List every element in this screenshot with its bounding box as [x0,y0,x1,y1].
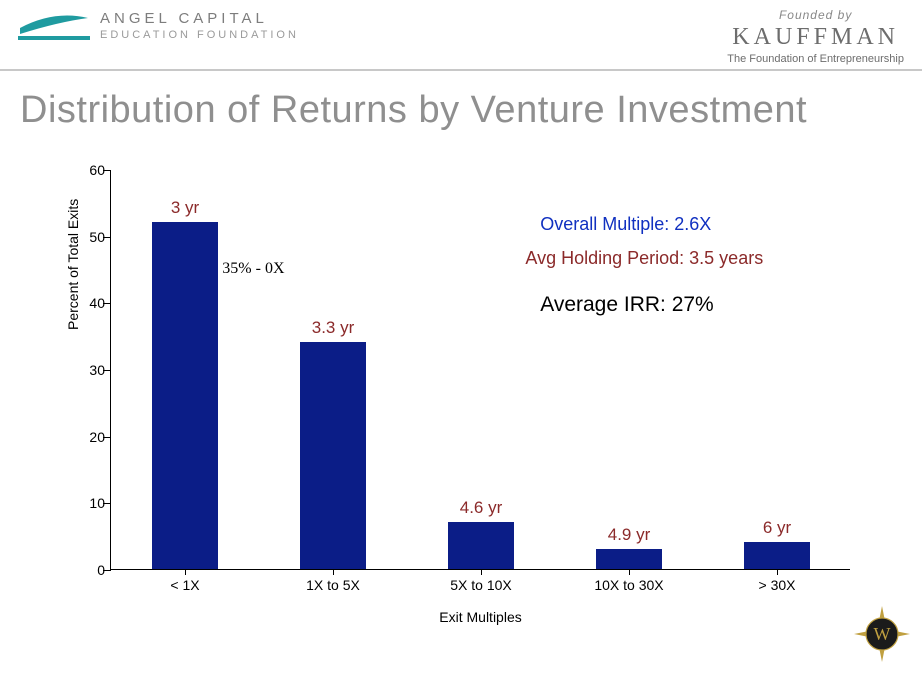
swoosh-icon [18,8,90,42]
bar-top-label: 6 yr [763,518,791,538]
x-tick [185,569,186,575]
logo-angel-capital: ANGEL CAPITAL EDUCATION FOUNDATION [18,8,299,42]
y-tick-label: 30 [77,362,105,378]
compass-icon: W [854,606,910,662]
chart-annotation: Overall Multiple: 2.6X [540,214,711,235]
chart-annotation: Avg Holding Period: 3.5 years [525,248,763,269]
y-tick-label: 20 [77,429,105,445]
svg-text:W: W [874,624,891,644]
x-tick-label: 1X to 5X [306,577,360,593]
y-tick-label: 50 [77,229,105,245]
chart: Percent of Total Exits Exit Multiples 01… [60,160,860,630]
bar-top-label: 3.3 yr [312,318,355,338]
y-tick-label: 40 [77,295,105,311]
slide-title: Distribution of Returns by Venture Inves… [0,71,922,142]
x-tick-label: > 30X [759,577,796,593]
kauffman-name: KAUFFMAN [727,24,904,51]
header: ANGEL CAPITAL EDUCATION FOUNDATION Found… [0,0,922,71]
founded-by: Founded by [727,8,904,22]
y-tick-label: 60 [77,162,105,178]
bar [448,522,515,569]
logo-line1: ANGEL CAPITAL [100,10,299,27]
x-tick [333,569,334,575]
x-tick-label: < 1X [170,577,199,593]
x-tick [777,569,778,575]
x-tick-label: 5X to 10X [450,577,512,593]
x-tick-label: 10X to 30X [594,577,663,593]
bar-top-label: 4.6 yr [460,498,503,518]
x-tick [481,569,482,575]
y-tick-label: 0 [77,562,105,578]
bar [152,222,219,569]
logo-line2: EDUCATION FOUNDATION [100,29,299,41]
y-tick-label: 10 [77,495,105,511]
bar-top-label: 3 yr [171,198,199,218]
bar [596,549,663,569]
kauffman-tagline: The Foundation of Entrepreneurship [727,53,904,65]
logo-kauffman: Founded by KAUFFMAN The Foundation of En… [727,8,904,65]
bar [744,542,811,569]
extra-bar-annotation: 35% - 0X [222,260,284,278]
bar [300,342,367,569]
x-axis-label: Exit Multiples [111,609,850,625]
bar-top-label: 4.9 yr [608,525,651,545]
chart-annotation: Average IRR: 27% [540,293,714,317]
plot-area: Percent of Total Exits Exit Multiples 01… [110,170,850,570]
x-tick [629,569,630,575]
